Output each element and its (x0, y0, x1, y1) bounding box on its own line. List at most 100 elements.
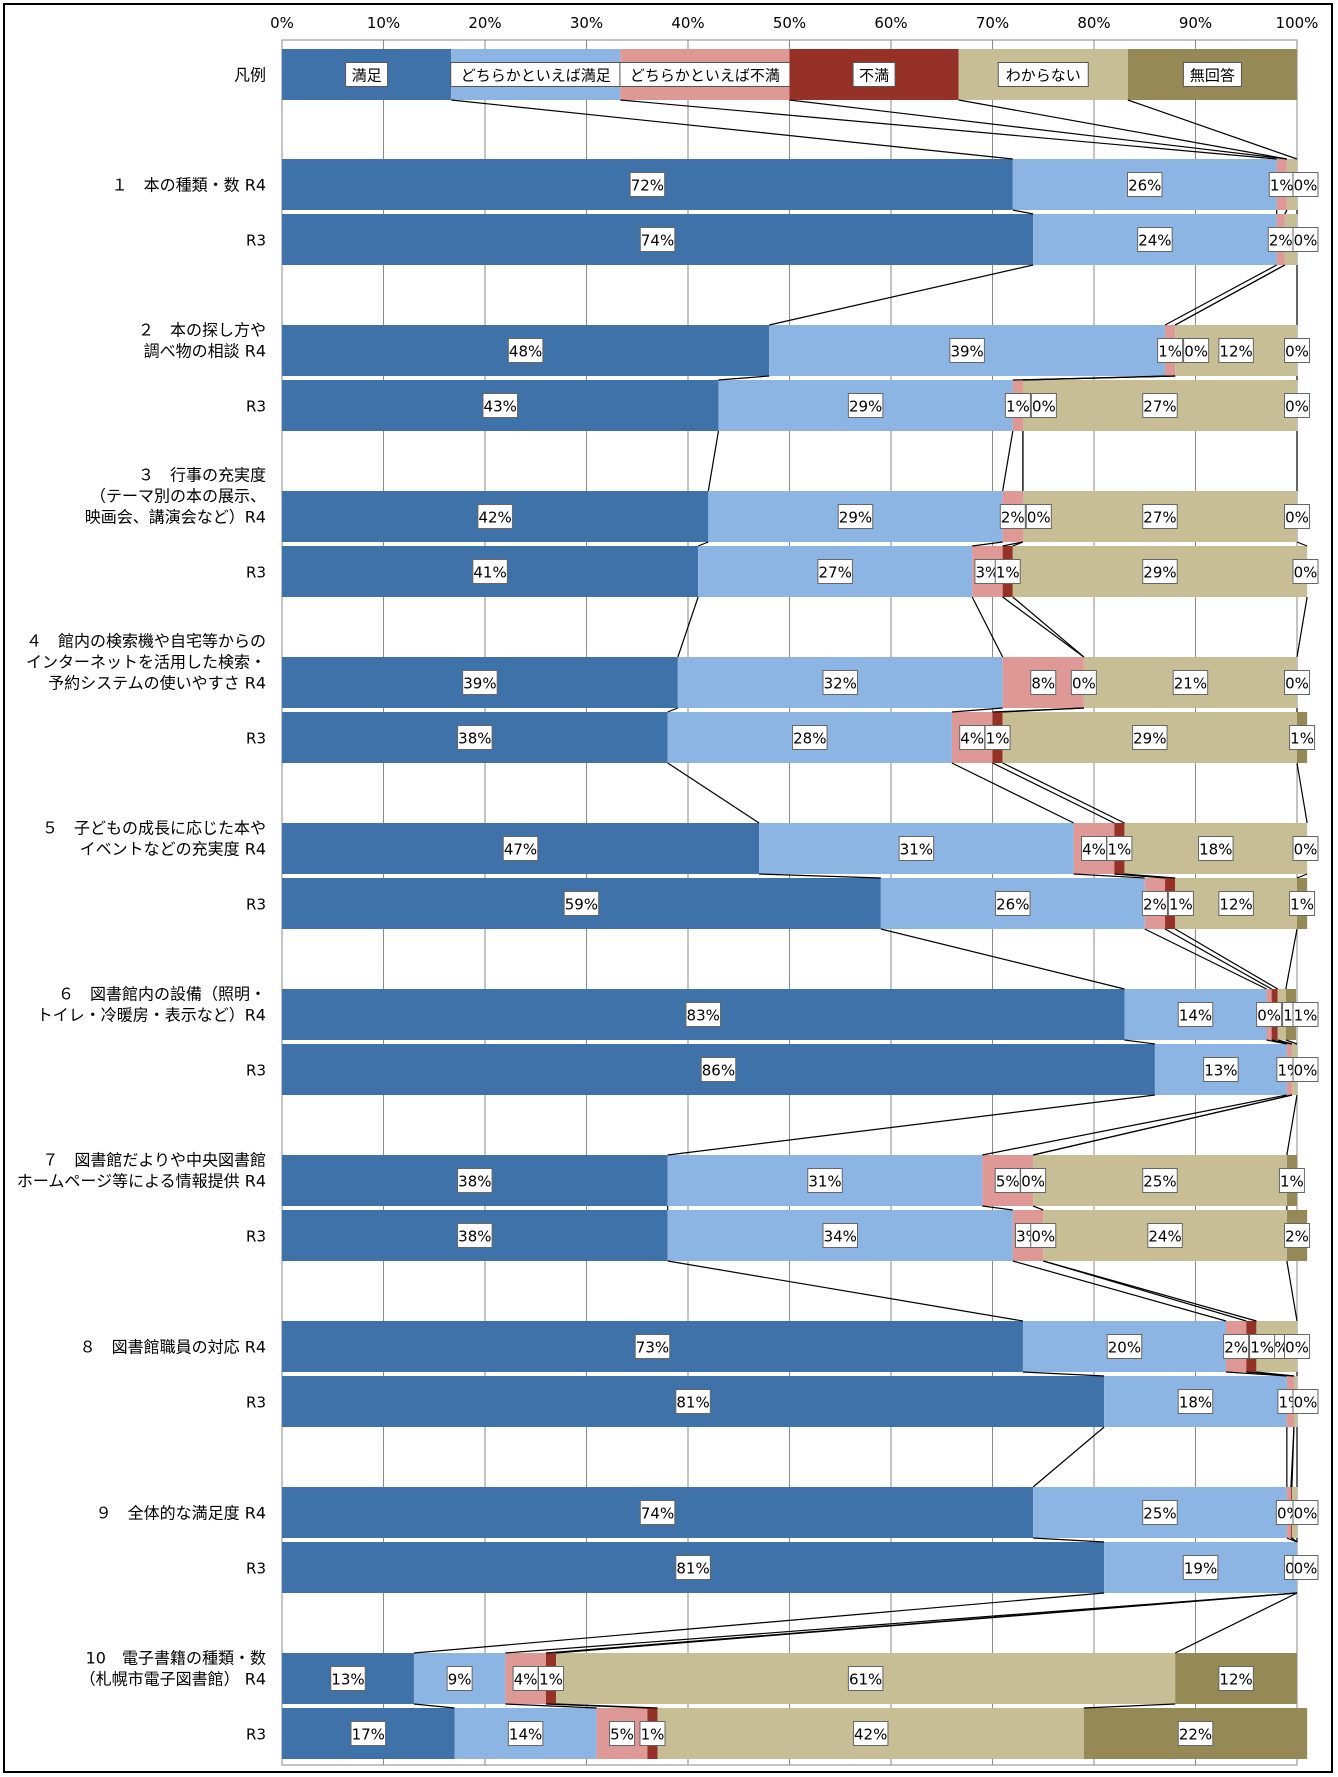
data-label: 1% (1270, 177, 1294, 195)
group-label: 予約システムの使いやすさ R4 (48, 674, 266, 693)
series-connector-line (1296, 762, 1308, 824)
group-label: （札幌市電子図書館） R4 (80, 1670, 266, 1689)
data-label-box (1292, 1500, 1319, 1525)
x-tick-label: 30% (570, 14, 603, 32)
x-tick-label: 60% (874, 14, 907, 32)
data-label-box (1106, 836, 1133, 861)
series-connector-line (1012, 541, 1024, 547)
legend-label-box (450, 62, 622, 87)
series-connector-line (1033, 1537, 1105, 1543)
x-tick-label: 50% (773, 14, 806, 32)
data-label: 81% (676, 1560, 709, 1578)
group-label: （テーマ別の本の展示、 (90, 487, 266, 506)
series-connector-line (1127, 99, 1298, 160)
data-label: 1% (1006, 398, 1030, 416)
series-connector-line (1285, 1039, 1298, 1045)
row-year-label: R3 (246, 1726, 266, 1744)
x-tick-label: 70% (976, 14, 1009, 32)
data-label-box (1284, 393, 1310, 418)
series-connector-line (505, 1703, 597, 1709)
legend-title: 凡例 (234, 66, 266, 85)
data-label: 12% (1219, 1671, 1252, 1689)
series-connector-line (1164, 928, 1272, 990)
data-label: 25% (1143, 1505, 1176, 1523)
series-connector-line (1286, 1260, 1298, 1322)
data-label: 29% (1133, 730, 1166, 748)
data-label: 1% (1169, 896, 1193, 914)
data-label: 14% (1179, 1007, 1212, 1025)
data-label: 1% (986, 730, 1010, 748)
data-label-box (462, 670, 498, 695)
data-label: 26% (1128, 177, 1161, 195)
data-label: 24% (1148, 1228, 1181, 1246)
data-label: 1% (1290, 730, 1314, 748)
data-label-box (634, 1334, 671, 1359)
data-label: 0% (1294, 1062, 1318, 1080)
data-label: 0% (1257, 1007, 1281, 1025)
row-year-label: R3 (246, 232, 266, 250)
data-label-box (792, 725, 828, 750)
data-label-box (1142, 504, 1178, 529)
row-year-label: R3 (246, 1560, 266, 1578)
data-label: 25% (1143, 1173, 1176, 1191)
data-label-box (512, 1666, 539, 1691)
data-label: 4% (514, 1671, 538, 1689)
data-label-box (1292, 1057, 1319, 1082)
data-label-box (1183, 338, 1210, 363)
data-label-box (472, 559, 508, 584)
data-label: 0% (1294, 1505, 1318, 1523)
data-label: 42% (854, 1726, 887, 1744)
series-connector-line (1225, 1371, 1287, 1377)
data-label-box (1147, 1223, 1183, 1248)
data-label: 2% (1001, 509, 1025, 527)
series-connector-line (707, 430, 720, 492)
x-tick-label: 40% (671, 14, 704, 32)
data-label-box (1292, 1555, 1319, 1580)
data-label: 2% (1143, 896, 1167, 914)
chart-frame (3, 3, 1333, 1773)
data-label-box (1142, 393, 1178, 418)
legend-entry: わからない (1006, 67, 1081, 85)
data-label: 47% (504, 841, 537, 859)
data-label-box (984, 725, 1011, 750)
series-connector-line (951, 762, 1074, 824)
data-label-box (1137, 227, 1173, 252)
data-label: 42% (478, 509, 511, 527)
x-tick-label: 10% (367, 14, 400, 32)
data-label-box (1182, 1555, 1219, 1580)
data-label: 1% (1294, 1007, 1318, 1025)
data-label: 1% (539, 1671, 563, 1689)
series-connector-line (1002, 430, 1014, 492)
series-connector-line (951, 707, 1003, 713)
data-label-box (507, 1721, 544, 1746)
x-tick-label: 100% (1276, 14, 1319, 32)
data-label: 39% (950, 343, 983, 361)
series-connector-line (1002, 596, 1085, 658)
data-label: 9% (448, 1671, 472, 1689)
data-label: 38% (458, 1173, 491, 1191)
data-label-box (639, 1721, 666, 1746)
data-label: 19% (1184, 1560, 1217, 1578)
data-label: 0% (1032, 398, 1056, 416)
data-label: 61% (849, 1671, 882, 1689)
series-connector-line (1291, 1426, 1295, 1488)
data-label-box (959, 725, 986, 750)
row-year-label: R3 (246, 564, 266, 582)
data-label: 73% (636, 1339, 669, 1357)
series-connector-line (1296, 873, 1308, 879)
series-connector-line (1144, 928, 1267, 990)
data-label-box (807, 1168, 843, 1193)
row-year-label: R3 (246, 730, 266, 748)
data-label-box (1142, 1500, 1178, 1525)
series-connector-line (677, 596, 699, 658)
group-label: ３ 行事の充実度 (138, 466, 266, 485)
series-connector-line (1266, 1039, 1287, 1045)
legend-entry: どちらかといえば不満 (630, 67, 780, 85)
legend-entry: どちらかといえば満足 (461, 67, 611, 85)
data-label: 2% (1224, 1339, 1248, 1357)
series-connector-line (1296, 541, 1308, 547)
series-connector-line (620, 99, 1277, 160)
row-year-label: R3 (246, 1394, 266, 1412)
data-label-box (1289, 891, 1316, 916)
